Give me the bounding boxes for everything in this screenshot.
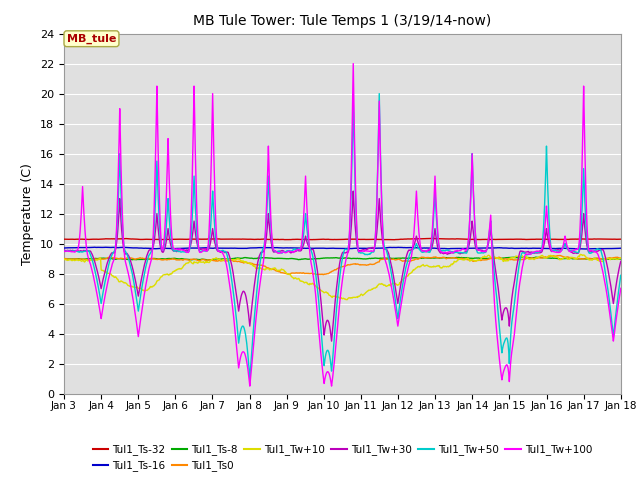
Y-axis label: Temperature (C): Temperature (C)	[22, 163, 35, 264]
Legend: Tul1_Ts-32, Tul1_Ts-16, Tul1_Ts-8, Tul1_Ts0, Tul1_Tw+10, Tul1_Tw+30, Tul1_Tw+50,: Tul1_Ts-32, Tul1_Ts-16, Tul1_Ts-8, Tul1_…	[88, 440, 596, 476]
Text: MB_tule: MB_tule	[67, 34, 116, 44]
Title: MB Tule Tower: Tule Temps 1 (3/19/14-now): MB Tule Tower: Tule Temps 1 (3/19/14-now…	[193, 14, 492, 28]
